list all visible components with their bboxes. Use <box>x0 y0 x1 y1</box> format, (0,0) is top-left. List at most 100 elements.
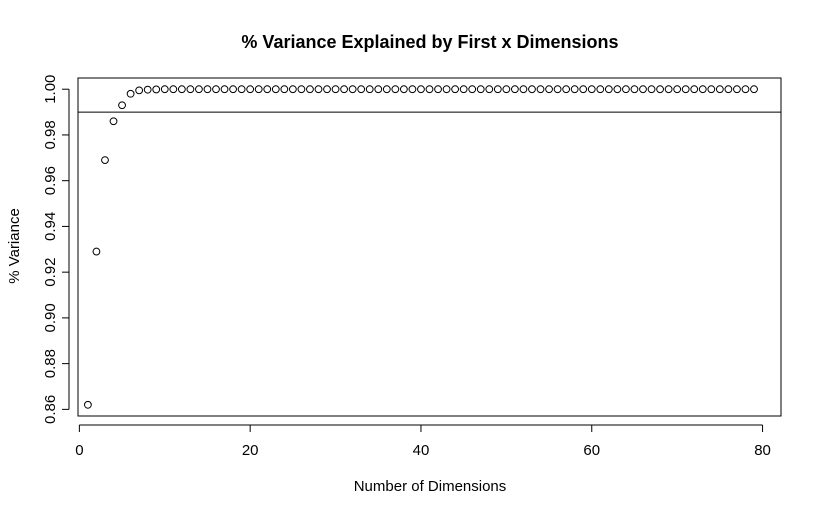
data-point <box>365 85 374 94</box>
data-points <box>84 85 758 409</box>
data-point <box>109 117 118 126</box>
data-point <box>271 85 280 94</box>
data-point <box>733 85 741 94</box>
y-tick-label: 0.86 <box>42 395 59 424</box>
y-tick-label: 0.98 <box>42 120 59 149</box>
data-point <box>391 85 400 94</box>
data-point <box>639 85 647 94</box>
data-point <box>587 85 596 94</box>
data-point <box>673 85 682 94</box>
data-point <box>502 85 511 94</box>
data-point <box>493 85 502 94</box>
data-point <box>263 85 272 94</box>
data-point <box>630 85 639 94</box>
data-point <box>246 85 255 94</box>
data-point <box>126 89 135 98</box>
data-point <box>220 85 229 94</box>
data-point <box>596 85 605 94</box>
data-point <box>417 85 425 94</box>
chart-title: % Variance Explained by First x Dimensio… <box>241 32 618 52</box>
data-point <box>476 85 485 94</box>
data-point <box>425 85 434 94</box>
data-point <box>399 85 408 94</box>
data-point <box>536 85 545 94</box>
data-point <box>485 85 494 94</box>
data-point <box>664 85 673 94</box>
x-tick-label: 20 <box>242 442 259 459</box>
data-point <box>340 85 349 94</box>
data-point <box>681 85 690 94</box>
x-tick-label: 60 <box>583 442 600 459</box>
data-point <box>656 85 664 94</box>
x-tick-label: 0 <box>75 442 83 459</box>
data-point <box>152 85 161 94</box>
data-point <box>750 85 758 94</box>
data-point <box>724 85 733 94</box>
y-tick-label: 0.88 <box>42 349 59 378</box>
data-point <box>177 85 186 94</box>
y-tick-label: 0.92 <box>42 258 59 287</box>
data-point <box>314 85 323 94</box>
data-point <box>160 85 169 94</box>
data-point <box>195 85 203 94</box>
data-point <box>647 85 656 94</box>
data-point <box>715 85 724 94</box>
data-point <box>434 85 442 94</box>
data-point <box>280 85 289 94</box>
y-tick-label: 0.94 <box>42 212 59 241</box>
data-point <box>451 85 460 94</box>
data-point <box>186 85 195 94</box>
data-point <box>254 85 263 94</box>
data-point <box>374 85 383 94</box>
data-point <box>382 85 391 94</box>
data-point <box>690 85 699 94</box>
data-point <box>84 400 92 409</box>
data-point <box>92 247 101 256</box>
data-point <box>143 85 152 94</box>
x-tick-label: 40 <box>413 442 430 459</box>
data-point <box>203 85 212 94</box>
data-point <box>510 85 519 94</box>
data-point <box>741 85 750 94</box>
data-point <box>212 85 220 94</box>
data-point <box>135 86 144 95</box>
y-axis-label: % Variance <box>6 208 23 284</box>
y-axis: 0.86 0.88 0.90 0.92 0.94 0.96 0.98 1.00 <box>42 75 70 424</box>
data-point <box>562 85 571 94</box>
data-point <box>604 85 613 94</box>
data-point <box>118 101 126 110</box>
data-point <box>707 85 716 94</box>
data-point <box>306 85 314 94</box>
data-point <box>613 85 622 94</box>
data-point <box>459 85 468 94</box>
plot-area <box>77 77 782 417</box>
y-tick-label: 1.00 <box>42 75 59 104</box>
data-point <box>331 85 340 94</box>
data-point <box>622 85 630 94</box>
data-point <box>237 85 246 94</box>
data-point <box>323 85 331 94</box>
data-point <box>288 85 297 94</box>
data-point <box>579 85 588 94</box>
data-point <box>545 85 553 94</box>
data-point <box>101 156 109 164</box>
data-point <box>297 85 306 94</box>
data-point <box>408 85 417 94</box>
data-point <box>169 85 178 94</box>
data-point <box>348 85 357 94</box>
data-point <box>519 85 528 94</box>
data-point <box>528 85 536 94</box>
data-point <box>229 85 237 94</box>
x-axis: 0 20 40 60 80 <box>75 424 771 459</box>
data-point <box>442 85 451 94</box>
data-point <box>468 85 477 94</box>
x-axis-label: Number of Dimensions <box>354 478 507 495</box>
data-point <box>570 85 579 94</box>
y-tick-label: 0.90 <box>42 303 59 332</box>
x-tick-label: 80 <box>754 442 771 459</box>
y-tick-label: 0.96 <box>42 166 59 195</box>
data-point <box>357 85 366 94</box>
data-point <box>698 85 707 94</box>
data-point <box>553 85 562 94</box>
